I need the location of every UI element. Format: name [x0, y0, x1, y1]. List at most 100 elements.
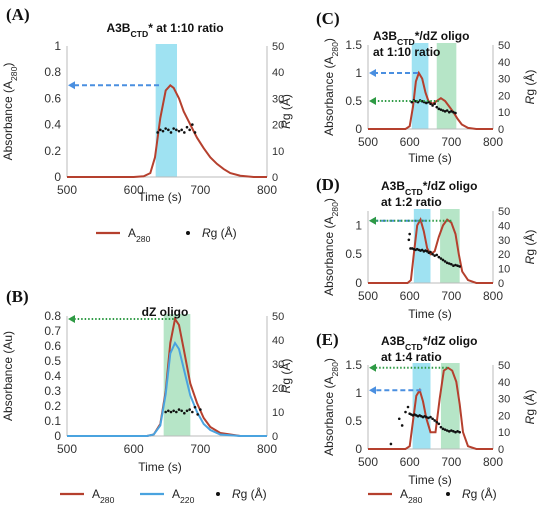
rg-point — [427, 416, 430, 420]
rg-point — [199, 408, 202, 411]
rg-point — [433, 419, 436, 422]
y-right-tick-label: 40 — [272, 67, 284, 79]
x-tick-label: 700 — [190, 442, 210, 456]
x-tick-label: 700 — [190, 183, 210, 197]
rg-point — [183, 131, 186, 134]
x-axis-label: Time (s) — [138, 460, 182, 474]
rg-point — [456, 264, 459, 268]
rg-point — [156, 131, 159, 134]
rg-point — [458, 430, 461, 434]
x-tick-label: 700 — [441, 135, 461, 149]
rg-point — [443, 428, 447, 431]
y-right-tick-label: 0 — [272, 431, 278, 443]
x-tick-label: 600 — [400, 455, 420, 469]
x-axis-label: Time (s) — [408, 473, 452, 487]
rg-point — [185, 125, 189, 129]
x-tick-label: 800 — [257, 442, 277, 456]
y-left-tick-label: 0 — [54, 429, 61, 443]
chart-title: A3BCTD*/dZ oligo at 1:4 ratio — [381, 334, 477, 364]
y-right-tick-label: 20 — [498, 410, 510, 422]
rg-point — [439, 108, 443, 111]
rg-point — [185, 409, 189, 413]
y-right-tick-label: 50 — [498, 360, 510, 372]
legend-label: A280 — [92, 487, 115, 505]
rg-point — [169, 410, 173, 414]
guide-arrow-head — [369, 69, 376, 77]
legend-label: A280 — [128, 226, 151, 244]
rg-point — [452, 110, 455, 114]
rg-point — [180, 128, 183, 132]
rg-point — [429, 250, 432, 254]
shaded-region — [155, 44, 177, 177]
y-right-axis-label: Rg (Å) — [522, 70, 537, 105]
rg-point — [183, 411, 186, 415]
rg-point — [429, 415, 432, 419]
rg-point — [196, 413, 199, 416]
legend-a: A280 Rg (Å) — [96, 225, 237, 244]
rg-point — [447, 110, 451, 114]
x-tick-label: 600 — [400, 135, 420, 149]
y-left-tick-label: 0.6 — [44, 91, 61, 105]
rg-point — [193, 405, 197, 409]
rg-point — [454, 430, 457, 434]
rg-point — [445, 109, 449, 112]
rg-point — [441, 258, 445, 262]
rg-point — [450, 429, 453, 432]
y-right-tick-label: 0 — [272, 172, 278, 184]
x-tick-label: 500 — [57, 183, 77, 197]
y-left-tick-label: 1.5 — [345, 358, 362, 372]
y-right-tick-label: 30 — [272, 359, 284, 371]
y-right-tick-label: 10 — [498, 427, 510, 439]
shaded-region — [413, 209, 431, 283]
y-right-tick-label: 30 — [498, 394, 510, 406]
rg-point — [437, 422, 441, 426]
rg-point — [435, 420, 439, 424]
shaded-region — [440, 363, 460, 449]
rg-point — [441, 109, 445, 112]
rg-point — [404, 410, 407, 414]
guide-arrow-head — [369, 386, 376, 395]
rg-point — [443, 110, 447, 113]
y-left-tick-label: 1 — [54, 39, 61, 53]
legend-label: Rg (Å) — [462, 486, 497, 501]
rg-point — [445, 261, 449, 265]
y-left-tick-label: 1 — [355, 66, 362, 80]
y-left-tick-label: 0 — [355, 276, 362, 290]
y-right-axis-label: Rg (Å) — [278, 359, 293, 394]
x-tick-label: 800 — [483, 455, 503, 469]
legend-dot-swatch — [216, 492, 220, 496]
rg-point — [410, 100, 414, 104]
rg-point — [167, 409, 170, 413]
series-line — [368, 366, 493, 450]
rg-point — [435, 253, 439, 257]
y-right-tick-label: 0 — [498, 124, 504, 136]
y-left-axis-label: Absorbance (A280) — [322, 198, 340, 296]
shaded-region — [411, 43, 429, 129]
guide-arrow-head — [369, 97, 376, 105]
x-tick-label: 700 — [441, 455, 461, 469]
y-left-tick-label: 0.5 — [345, 414, 362, 428]
series-line — [67, 340, 267, 437]
y-right-tick-label: 40 — [498, 220, 510, 232]
rg-point — [445, 429, 449, 432]
rg-point — [439, 425, 443, 429]
rg-point — [172, 127, 175, 130]
rg-point — [177, 129, 181, 133]
y-left-tick-label: 1 — [355, 218, 362, 232]
rg-point — [454, 111, 457, 115]
y-right-tick-label: 30 — [498, 74, 510, 86]
rg-point — [437, 255, 441, 259]
series-line — [67, 83, 267, 178]
rg-point — [193, 131, 197, 134]
y-left-tick-label: 0 — [355, 442, 362, 456]
y-right-tick-label: 50 — [498, 206, 510, 218]
rg-point — [429, 102, 432, 106]
y-left-tick-label: 0.8 — [44, 309, 61, 323]
x-tick-label: 600 — [124, 183, 144, 197]
rg-point — [159, 128, 162, 132]
rg-point — [389, 442, 393, 446]
rg-point — [406, 405, 410, 409]
y-left-axis-label: Absorbance (A280) — [1, 63, 19, 161]
x-tick-label: 500 — [358, 289, 378, 303]
